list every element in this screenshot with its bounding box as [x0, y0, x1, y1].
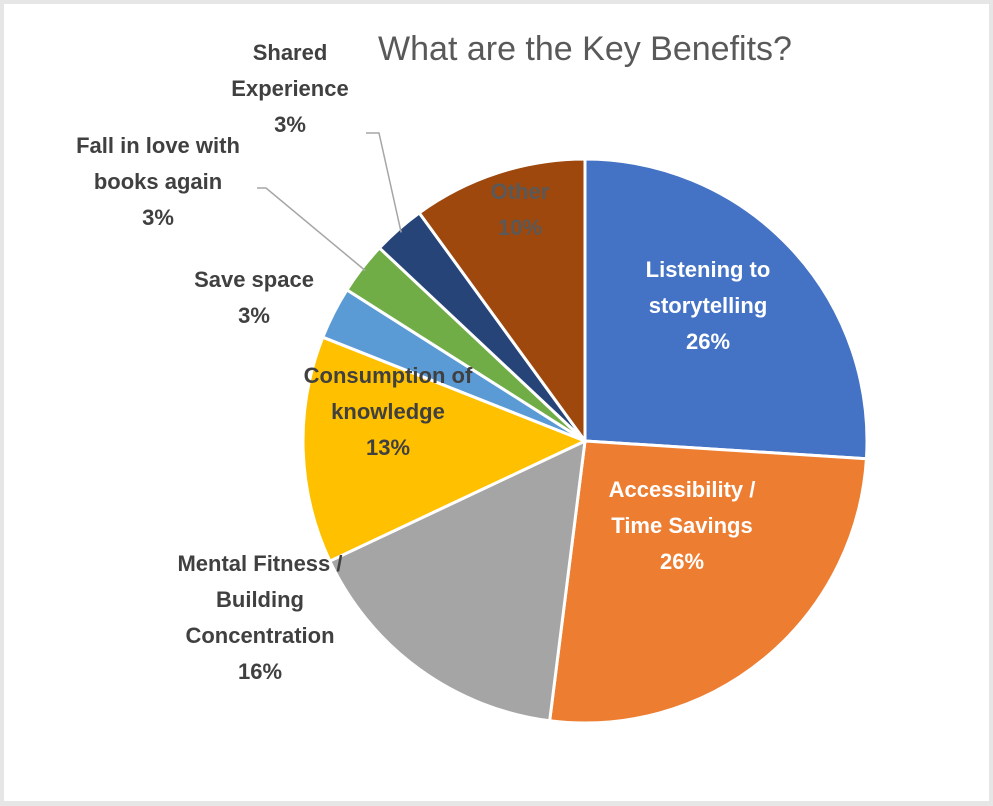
data-label-consumption-of-knowledge-value: 13% — [366, 435, 410, 460]
data-label-mental-fitness-building-concentration-line-2: Building — [216, 587, 304, 612]
data-label-fall-in-love-with-books-again-line-1: Fall in love with — [76, 133, 240, 158]
data-label-shared-experience-line-2: Experience — [231, 76, 348, 101]
pie-slice-mental-fitness-building-concentration — [328, 439, 587, 723]
data-label-consumption-of-knowledge-line-1: Consumption of — [304, 363, 473, 388]
data-label-save-space-value: 3% — [238, 303, 270, 328]
frame-border — [0, 801, 993, 806]
leader-line-fall-in-love-with-books-again — [257, 187, 366, 272]
data-label-listening-to-storytelling-value: 26% — [686, 329, 730, 354]
frame-border — [0, 0, 993, 4]
pie-slice-listening-to-storytelling — [583, 157, 869, 461]
data-label-mental-fitness-building-concentration-line-1: Mental Fitness / — [177, 551, 342, 576]
data-label-save-space-line-1: Save space — [194, 267, 314, 292]
data-label-shared-experience-line-1: Shared — [253, 40, 328, 65]
data-label-consumption-of-knowledge-line-2: knowledge — [331, 399, 445, 424]
pie-slice-other — [417, 157, 587, 443]
data-label-shared-experience-value: 3% — [274, 112, 306, 137]
data-label-mental-fitness-building-concentration-line-3: Concentration — [185, 623, 334, 648]
data-label-other-value: 10% — [498, 215, 542, 240]
data-label-accessibility-time-savings-line-1: Accessibility / — [609, 477, 756, 502]
data-label-fall-in-love-with-books-again-value: 3% — [142, 205, 174, 230]
data-label-other-line-1: Other — [491, 179, 550, 204]
data-label-accessibility-time-savings-line-2: Time Savings — [611, 513, 752, 538]
leader-line-shared-experience — [366, 132, 402, 233]
pie-slice-accessibility-time-savings — [548, 439, 868, 725]
data-label-listening-to-storytelling-line-1: Listening to — [646, 257, 771, 282]
frame-border — [0, 0, 4, 806]
pie-slice-consumption-of-knowledge — [301, 335, 587, 563]
data-label-fall-in-love-with-books-again-line-2: books again — [94, 169, 222, 194]
data-label-accessibility-time-savings-value: 26% — [660, 549, 704, 574]
data-label-mental-fitness-building-concentration-value: 16% — [238, 659, 282, 684]
frame-border — [989, 0, 993, 806]
data-label-listening-to-storytelling-line-2: storytelling — [649, 293, 768, 318]
chart-title: What are the Key Benefits? — [378, 30, 792, 68]
